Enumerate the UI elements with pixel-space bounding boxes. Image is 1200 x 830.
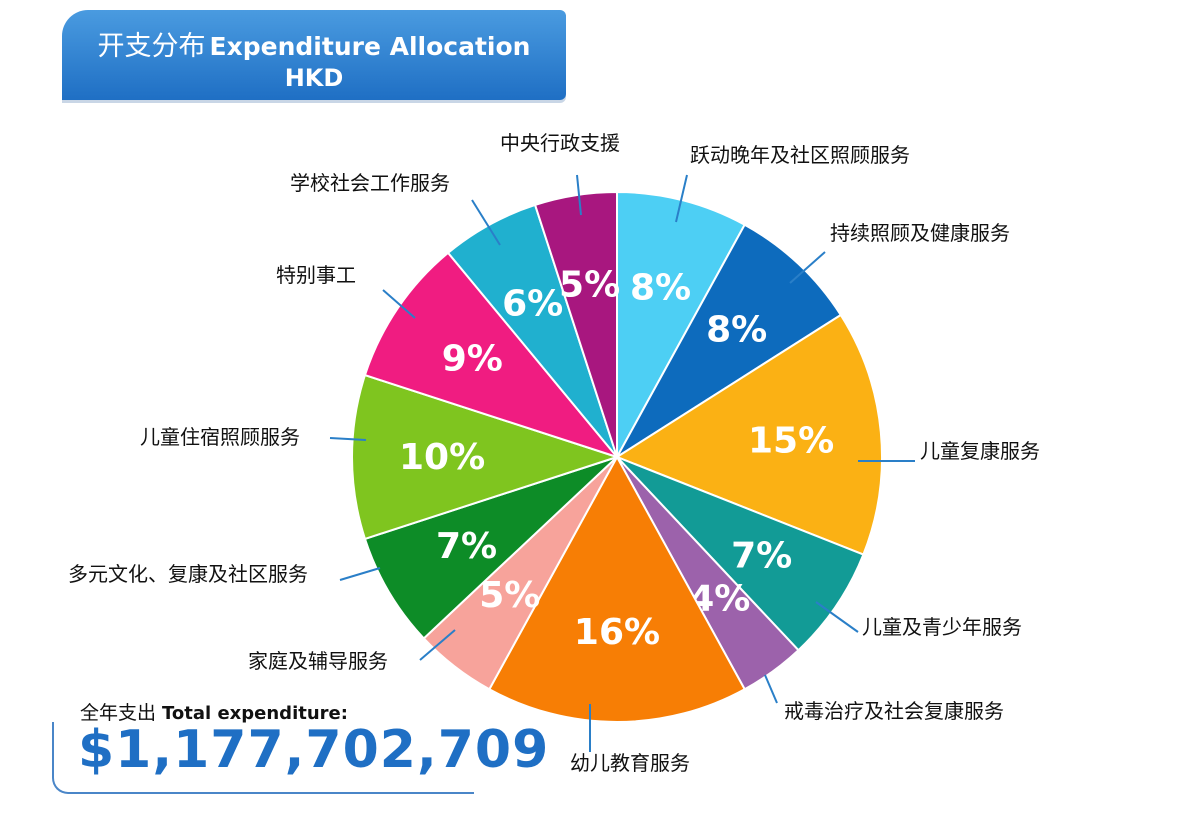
category-label: 戒毒治疗及社会复康服务 — [784, 699, 1004, 723]
total-value: $1,177,702,709 — [78, 720, 550, 780]
slice-percent-label: 8% — [630, 268, 691, 309]
category-label: 儿童住宿照顾服务 — [140, 425, 300, 449]
category-label: 儿童及青少年服务 — [862, 615, 1022, 639]
pie-slice — [487, 454, 747, 723]
pie-slice — [351, 373, 621, 541]
category-label: 儿童复康服务 — [920, 439, 1040, 463]
chart-title: 开支分布 Expenditure Allocation — [62, 24, 566, 63]
total-label-cn: 全年支出 — [80, 702, 157, 724]
category-label: 跃动晚年及社区照顾服务 — [690, 143, 910, 167]
leader-line — [382, 289, 416, 319]
slice-percent-label: 7% — [731, 535, 792, 576]
category-label: 多元文化、复康及社区服务 — [68, 562, 308, 586]
pie-slice — [363, 251, 620, 460]
category-label: 持续照顾及健康服务 — [830, 221, 1010, 245]
leader-line — [675, 174, 688, 223]
title-en: Expenditure Allocation — [209, 32, 531, 61]
title-banner: 开支分布 Expenditure Allocation HKD — [62, 10, 566, 100]
leader-line — [576, 174, 582, 216]
leader-line — [329, 437, 367, 441]
category-label: 学校社会工作服务 — [290, 171, 450, 195]
slice-percent-label: 5% — [559, 264, 620, 305]
category-label: 家庭及辅导服务 — [248, 649, 388, 673]
total-label-en: Total expenditure: — [162, 703, 348, 724]
pie-slice — [533, 190, 618, 458]
slice-percent-label: 5% — [479, 575, 540, 616]
leader-line — [789, 251, 826, 284]
pie-slice — [616, 456, 865, 652]
pie-slice — [616, 223, 843, 458]
title-cn: 开支分布 — [97, 31, 206, 62]
slice-percent-label: 7% — [436, 526, 497, 567]
pie-slice — [616, 190, 747, 458]
leader-line — [471, 199, 501, 246]
slice-percent-label: 8% — [706, 310, 767, 351]
slice-percent-label: 15% — [748, 421, 834, 462]
pie-slice — [614, 313, 883, 556]
currency-label: HKD — [284, 64, 344, 92]
slice-percent-label: 9% — [442, 339, 503, 380]
slice-percent-label: 16% — [574, 612, 660, 653]
slice-percent-label: 6% — [502, 284, 563, 325]
leader-line — [419, 629, 456, 661]
leader-line — [815, 601, 859, 633]
slice-percent-label: 10% — [399, 437, 485, 478]
category-label: 中央行政支援 — [500, 131, 620, 155]
category-label: 幼儿教育服务 — [570, 751, 690, 775]
total-frame — [52, 722, 474, 794]
leader-line — [339, 567, 381, 581]
pie-slice — [363, 456, 618, 640]
leader-line — [764, 674, 778, 704]
total-label: 全年支出 Total expenditure: — [80, 698, 348, 725]
category-label: 特别事工 — [276, 263, 356, 287]
